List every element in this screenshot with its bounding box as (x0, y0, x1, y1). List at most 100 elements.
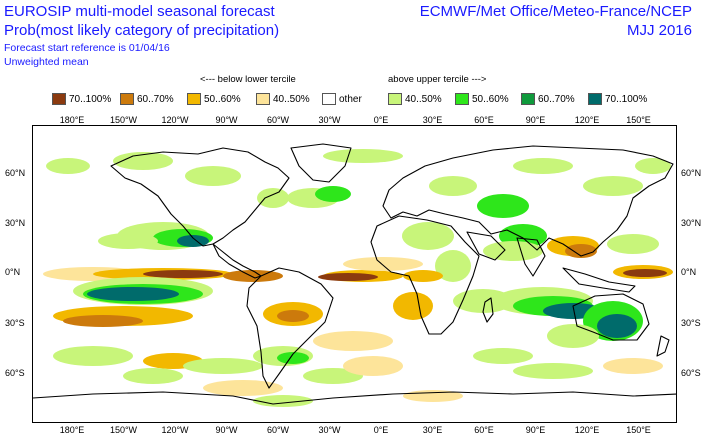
legend-item: 50..60% (187, 92, 241, 106)
probability-area (183, 358, 263, 374)
legend-swatch (521, 93, 535, 105)
probability-area (323, 149, 403, 163)
probability-area (403, 270, 443, 282)
probability-area (623, 269, 667, 277)
longitude-tick-label: 150°W (109, 115, 138, 125)
legend-item: 60..70% (120, 92, 174, 106)
precipitation-probability-map (33, 143, 676, 407)
longitude-tick-label: 90°W (215, 425, 238, 435)
legend-label: other (339, 93, 362, 105)
probability-area (343, 356, 403, 376)
longitude-tick-label: 30°E (422, 115, 443, 125)
probability-area (203, 380, 283, 396)
probability-area (597, 314, 637, 338)
latitude-tick-label: 30°N (5, 218, 26, 228)
legend-label: 70..100% (605, 93, 648, 105)
legend-label: 70..100% (69, 93, 112, 105)
probability-area (223, 270, 283, 282)
legend-item: 70..100% (52, 92, 111, 106)
centres-title: ECMWF/Met Office/Meteo-France/NCEP (419, 3, 692, 20)
coastline-australia (572, 293, 650, 341)
longitude-tick-label: 150°E (626, 425, 651, 435)
longitude-tick-label: 90°E (525, 115, 546, 125)
probability-area (583, 176, 643, 196)
legend-item: 60..70% (521, 92, 575, 106)
probability-area (253, 395, 313, 407)
latitude-tick-label: 60°N (5, 168, 26, 178)
latitude-tick-label: 30°N (681, 218, 702, 228)
probability-area (185, 166, 241, 186)
probability-area (277, 310, 309, 322)
legend-label: 40..50% (405, 93, 442, 105)
season-title: MJJ 2016 (626, 22, 692, 39)
coastline-north-america (110, 147, 290, 247)
start-reference: Forecast start reference is 01/04/16 (4, 42, 170, 54)
probability-area (63, 315, 143, 327)
probability-area (547, 324, 599, 348)
coastline-south-america (246, 267, 334, 389)
coastline-antarctica (33, 391, 676, 405)
longitude-tick-label: 60°W (266, 115, 290, 125)
longitude-tick-label: 150°E (626, 115, 651, 125)
coastline-greenland (290, 143, 352, 183)
coastline-indonesia (562, 267, 636, 293)
probability-area (303, 368, 363, 384)
legend-swatch (52, 93, 66, 105)
longitude-tick-label: 30°W (318, 115, 341, 125)
probability-area (277, 352, 309, 364)
longitude-tick-label: 180°E (59, 115, 85, 125)
legend-item: 50..60% (455, 92, 509, 106)
latitude-tick-label: 0°N (681, 267, 697, 277)
legend-swatch (388, 93, 402, 105)
legend-above-heading: above upper tercile ---> (388, 74, 487, 85)
probability-area (315, 186, 351, 202)
probability-area (46, 158, 90, 174)
legend-label: 60..70% (538, 93, 575, 105)
coastline-madagascar (482, 297, 494, 323)
probability-area (257, 188, 289, 208)
probability-area (429, 176, 477, 196)
legend-item: 40..50% (388, 92, 442, 106)
legend-below-heading: <--- below lower tercile (200, 74, 296, 85)
longitude-tick-label: 0°E (373, 115, 389, 125)
latitude-tick-label: 0°N (5, 267, 21, 277)
longitude-tick-label: 0°E (373, 425, 389, 435)
latitude-tick-label: 30°S (5, 318, 25, 328)
legend-label: 50..60% (472, 93, 509, 105)
legend-swatch (187, 93, 201, 105)
longitude-tick-label: 90°W (215, 115, 238, 125)
probability-area (113, 152, 173, 170)
title-line-2: Prob(most likely category of precipitati… (4, 22, 280, 39)
legend-item: 40..50% (256, 92, 310, 106)
probability-area (635, 158, 671, 174)
longitude-tick-label: 60°W (266, 425, 290, 435)
longitude-tick-label: 30°E (422, 425, 443, 435)
legend-swatch (322, 93, 336, 105)
coastline-arabia (466, 231, 506, 261)
legend-swatch (120, 93, 134, 105)
latitude-tick-label: 30°S (681, 318, 701, 328)
legend: 70..100% 60..70% 50..60% 40..50% other 40..50… (0, 92, 706, 108)
coastline-africa (370, 215, 480, 335)
coastline-india (516, 237, 546, 277)
longitude-tick-label: 60°E (474, 425, 494, 435)
probability-area (565, 244, 597, 258)
probability-area (393, 292, 433, 320)
probability-area (435, 250, 471, 282)
longitude-tick-label: 60°E (474, 115, 494, 125)
probability-area (607, 234, 659, 254)
title-line-1: EUROSIP multi-model seasonal forecast (4, 3, 275, 20)
probability-area (343, 257, 423, 271)
probability-area (98, 233, 158, 249)
legend-swatch (256, 93, 270, 105)
probability-area (143, 270, 223, 278)
longitude-tick-label: 120°W (161, 115, 189, 125)
longitude-tick-label: 30°W (318, 425, 341, 435)
probability-area (513, 363, 593, 379)
legend-item: 70..100% (588, 92, 647, 106)
latitude-tick-label: 60°S (5, 368, 25, 378)
legend-swatch (588, 93, 602, 105)
weighting-note: Unweighted mean (4, 56, 89, 68)
longitude-tick-label: 90°E (525, 425, 546, 435)
probability-area (513, 158, 573, 174)
